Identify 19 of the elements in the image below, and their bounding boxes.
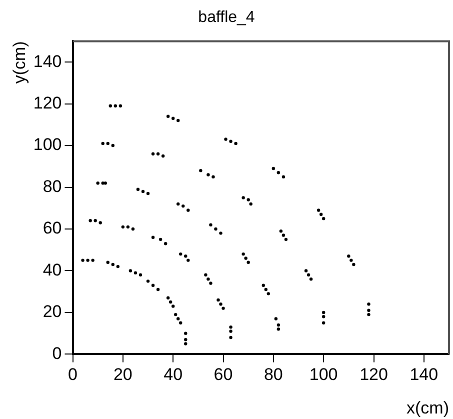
x-tick-label: 140 <box>410 365 438 384</box>
y-tick-label: 100 <box>33 135 62 154</box>
y-axis-title: y(cm) <box>10 41 29 84</box>
x-axis-title: x(cm) <box>406 398 449 418</box>
y-tick-label: 80 <box>42 176 62 196</box>
x-tick-label: 120 <box>360 365 388 384</box>
x-tick-label: 20 <box>113 365 132 384</box>
y-tick-label: 120 <box>33 93 62 112</box>
x-tick-label: 40 <box>164 365 183 384</box>
y-tick-label: 20 <box>42 302 62 322</box>
x-tick-label: 0 <box>68 365 78 384</box>
x-tick-label: 80 <box>264 365 283 384</box>
x-tick-label: 100 <box>309 365 338 384</box>
x-tick-label: 60 <box>214 365 233 384</box>
y-tick-label: 140 <box>33 52 62 71</box>
chart-title: baffle_4 <box>198 9 255 26</box>
y-tick-label: 40 <box>42 260 62 280</box>
y-tick-label: 60 <box>42 218 62 238</box>
y-tick-label: 0 <box>52 344 62 363</box>
